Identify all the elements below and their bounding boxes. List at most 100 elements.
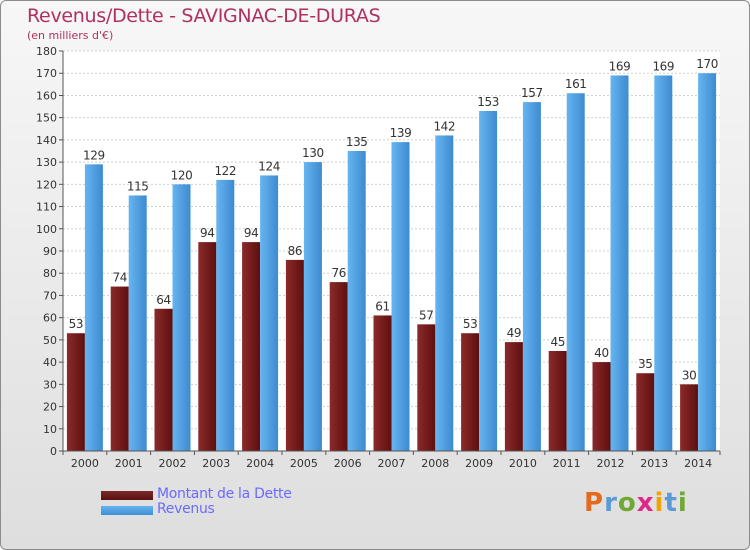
data-label-dette: 53 [69,317,83,331]
y-tick-label: 60 [43,312,57,325]
legend-label-debt: Montant de la Dette [157,486,292,502]
x-tick-label: 2010 [509,457,537,470]
bar-dette [154,308,173,451]
y-tick-label: 10 [43,423,57,436]
y-tick-label: 160 [36,89,57,102]
bar-dette [504,342,523,451]
data-label-dette: 76 [331,266,345,280]
logo-letter: t [664,488,678,518]
bar-revenus [610,75,629,451]
bar-dette [680,384,699,451]
y-tick-label: 170 [36,67,57,80]
chart-subtitle: (en milliers d'€) [27,29,114,42]
data-label-revenus: 153 [477,95,499,109]
y-tick-label: 50 [43,334,57,347]
bar-dette [66,333,85,451]
bar-revenus [522,102,541,451]
x-tick-label: 2014 [684,457,712,470]
y-tick-label: 90 [43,245,57,258]
bar-dette [636,373,655,451]
bar-dette [592,362,611,451]
legend-label-revenus: Revenus [157,501,215,517]
y-tick-label: 150 [36,112,57,125]
proxiti-logo: Proxiti [584,488,688,518]
axes: 0 10 20 30 40 50 60 70 80 90 100 110 120 130 140 150 160… [36,45,721,470]
data-label-revenus: 120 [171,168,193,182]
bar-dette [285,259,304,451]
data-label-dette: 86 [288,244,302,258]
x-tick-label: 2006 [334,457,362,470]
x-tick-label: 2000 [71,457,99,470]
bar-dette [548,351,567,451]
data-label-dette: 30 [682,368,696,382]
bar-revenus [84,164,103,452]
x-tick-label: 2005 [290,457,318,470]
y-tick-label: 0 [50,445,57,458]
bar-revenus [260,175,279,451]
data-label-revenus: 124 [258,159,280,173]
x-tick-label: 2007 [378,457,406,470]
data-label-dette: 53 [463,317,477,331]
bar-dette [242,242,261,451]
data-label-dette: 74 [112,271,126,285]
bar-dette [329,282,348,451]
logo-letter: P [584,488,605,518]
bar-revenus [347,151,366,451]
data-label-dette: 94 [200,226,214,240]
legend-swatch-revenus [101,506,153,515]
y-tick-label: 100 [36,223,57,236]
logo-letter: x [636,488,655,518]
chart-title: Revenus/Dette - SAVIGNAC-DE-DURAS [27,5,381,27]
bar-dette [198,242,217,451]
bar-revenus [435,135,454,451]
bar-revenus [391,142,410,451]
bar-revenus [654,75,673,451]
x-tick-label: 2001 [115,457,143,470]
data-label-revenus: 169 [609,59,631,73]
bar-revenus [172,184,191,452]
x-tick-label: 2003 [202,457,230,470]
bars [66,73,717,452]
logo-letter: o [617,488,637,518]
data-label-dette: 35 [638,357,652,371]
bar-revenus [216,179,235,451]
bar-revenus [698,73,717,451]
bar-revenus [303,162,322,451]
y-tick-label: 40 [43,356,57,369]
data-label-revenus: 161 [565,77,587,91]
bar-revenus [479,111,498,451]
data-label-revenus: 170 [696,57,718,71]
data-labels: 53 129 74 115 64 120 94 122 94 124 86 130 76 135 61 139… [69,57,719,382]
bar-revenus [566,93,585,451]
x-tick-label: 2012 [597,457,625,470]
data-label-revenus: 115 [127,179,149,193]
x-tick-label: 2004 [246,457,274,470]
data-label-revenus: 122 [214,164,236,178]
data-label-dette: 61 [375,299,389,313]
data-label-dette: 49 [507,326,521,340]
y-tick-label: 130 [36,156,57,169]
y-tick-label: 20 [43,401,57,414]
x-tick-label: 2009 [465,457,493,470]
data-label-revenus: 169 [652,59,674,73]
data-label-dette: 45 [550,335,564,349]
data-label-revenus: 142 [433,119,455,133]
y-tick-label: 30 [43,378,57,391]
x-tick-label: 2013 [640,457,668,470]
logo-letter: r [604,488,618,518]
logo-letter: i [654,488,665,518]
bar-dette [373,315,392,451]
y-tick-label: 120 [36,178,57,191]
data-label-revenus: 130 [302,146,324,160]
logo-letter: i [677,488,688,518]
data-label-revenus: 135 [346,135,368,149]
data-label-dette: 64 [156,293,170,307]
x-tick-label: 2002 [159,457,187,470]
x-tick-label: 2011 [553,457,581,470]
bar-dette [417,324,436,451]
y-tick-label: 80 [43,267,57,280]
data-label-dette: 40 [594,346,608,360]
y-tick-label: 180 [36,45,57,58]
y-tick-label: 70 [43,289,57,302]
